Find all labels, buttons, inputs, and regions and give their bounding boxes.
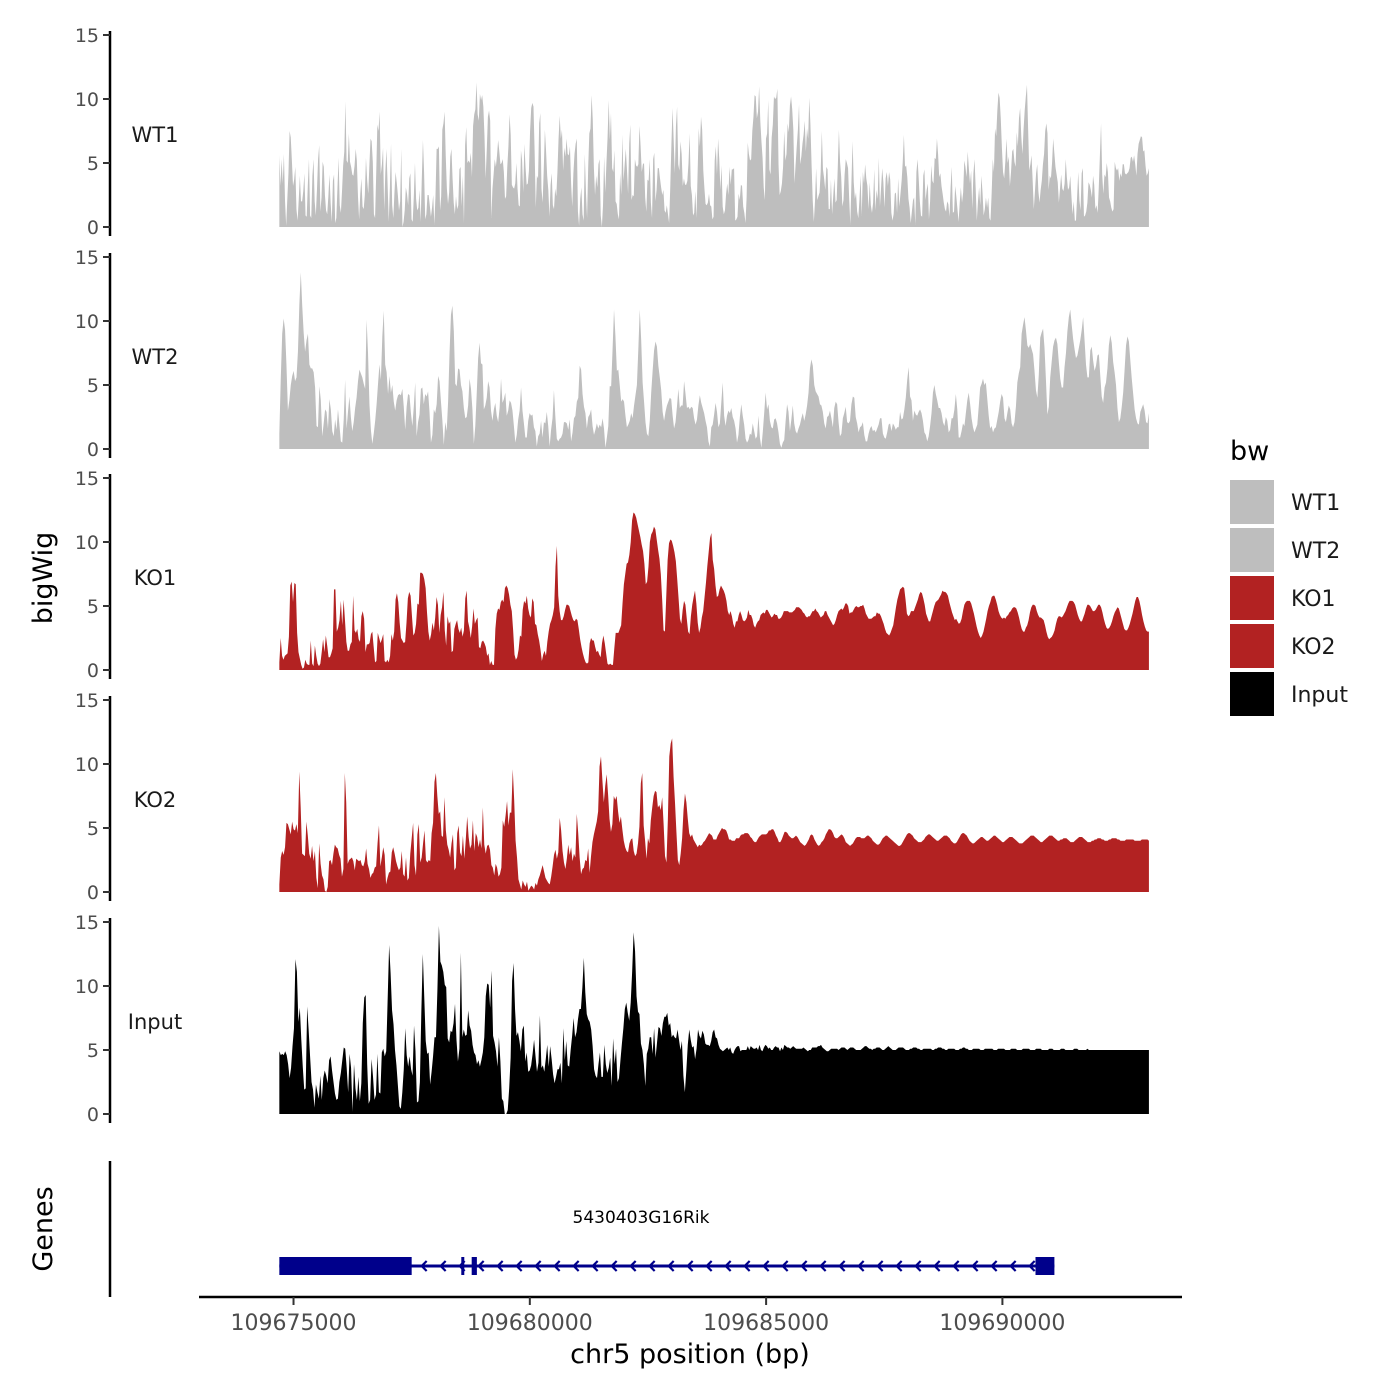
strand-arrow — [781, 1260, 789, 1272]
y-tick-label: 5 — [87, 153, 99, 175]
coverage-area-ko2 — [279, 738, 1149, 892]
y-tick-label: 10 — [75, 532, 99, 554]
strand-arrow — [743, 1260, 751, 1272]
strand-arrow — [838, 1260, 846, 1272]
strand-arrow — [629, 1260, 637, 1272]
strand-arrow — [572, 1260, 580, 1272]
legend-key-wt2 — [1230, 528, 1274, 572]
strand-arrow — [705, 1260, 713, 1272]
legend-label-ko2: KO2 — [1291, 635, 1336, 660]
y-tick-label: 0 — [87, 217, 99, 239]
y-tick-label: 0 — [87, 439, 99, 461]
y-tick-label: 5 — [87, 596, 99, 618]
strand-arrow — [819, 1260, 827, 1272]
track-input: 0 5 10 15 Input — [75, 912, 1149, 1126]
legend-key-wt1 — [1230, 480, 1274, 524]
strand-arrow — [800, 1260, 808, 1272]
legend-label-ko1: KO1 — [1291, 587, 1336, 612]
legend-label-input: Input — [1291, 683, 1348, 708]
legend-title: bw — [1230, 436, 1269, 467]
track-wt1: 0 5 10 15 WT1 — [75, 25, 1149, 239]
strand-arrow — [667, 1260, 675, 1272]
strand-arrow — [439, 1260, 447, 1272]
legend-label-wt2: WT2 — [1291, 539, 1340, 564]
gene-track: Genes 5430403G16Rik — [28, 1161, 1055, 1297]
strand-arrow — [762, 1260, 770, 1272]
strand-arrow — [648, 1260, 656, 1272]
strand-arrow — [971, 1260, 979, 1272]
coverage-area-wt1 — [279, 82, 1149, 227]
y-tick-label: 10 — [75, 976, 99, 998]
gene-exon — [279, 1257, 412, 1275]
y-tick-label: 5 — [87, 818, 99, 840]
strand-arrow — [1028, 1260, 1036, 1272]
y-tick-label: 0 — [87, 660, 99, 682]
x-axis-title: chr5 position (bp) — [570, 1339, 810, 1370]
y-tick-label: 5 — [87, 1040, 99, 1062]
strand-arrow — [724, 1260, 732, 1272]
gene-name-label: 5430403G16Rik — [573, 1208, 710, 1228]
track-label-ko2: KO2 — [134, 788, 177, 812]
x-axis: chr5 position (bp) 109675000 109680000 109… — [199, 1295, 1182, 1370]
strand-arrow — [933, 1260, 941, 1272]
track-label-ko1: KO1 — [134, 566, 177, 590]
strand-arrow — [496, 1260, 504, 1272]
gene-exon — [471, 1257, 477, 1275]
y-tick-label: 15 — [75, 247, 99, 269]
y-tick-label: 0 — [87, 1104, 99, 1126]
x-tick-label: 109685000 — [703, 1311, 829, 1336]
x-tick-label: 109675000 — [231, 1311, 357, 1336]
coverage-area-wt2 — [279, 272, 1149, 449]
strand-arrow — [876, 1260, 884, 1272]
strand-arrow — [420, 1260, 428, 1272]
strand-arrow — [591, 1260, 599, 1272]
x-tick-label: 109690000 — [939, 1311, 1065, 1336]
strand-arrow — [610, 1260, 618, 1272]
track-label-wt2: WT2 — [132, 345, 179, 369]
track-ko1: 0 5 10 15 KO1 — [75, 468, 1149, 682]
strand-arrow — [895, 1260, 903, 1272]
legend-label-wt1: WT1 — [1291, 491, 1340, 516]
y-tick-label: 15 — [75, 690, 99, 712]
legend-key-input — [1230, 672, 1274, 716]
strand-arrow — [686, 1260, 694, 1272]
strand-arrow — [914, 1260, 922, 1272]
track-label-wt1: WT1 — [132, 123, 179, 147]
strand-arrow — [990, 1260, 998, 1272]
y-tick-label: 10 — [75, 754, 99, 776]
y-tick-label: 5 — [87, 375, 99, 397]
strand-arrow — [534, 1260, 542, 1272]
legend-key-ko1 — [1230, 576, 1274, 620]
y-tick-label: 15 — [75, 468, 99, 490]
y-tick-label: 15 — [75, 25, 99, 47]
coverage-area-input — [279, 925, 1149, 1114]
y-tick-label: 10 — [75, 311, 99, 333]
strand-arrow — [1009, 1260, 1017, 1272]
y-tick-label: 10 — [75, 89, 99, 111]
track-ko2: 0 5 10 15 KO2 — [75, 690, 1149, 904]
track-wt2: 0 5 10 15 WT2 — [75, 247, 1149, 461]
x-tick-label: 109680000 — [467, 1311, 593, 1336]
coverage-tracks: 0 5 10 15 WT1 0 5 10 15 WT2 0 5 10 15 KO1 0 5 10 15 KO2 0 5 10… — [75, 25, 1149, 1126]
strand-arrow — [515, 1260, 523, 1272]
strand-arrow — [952, 1260, 960, 1272]
legend-key-ko2 — [1230, 624, 1274, 668]
strand-arrow — [553, 1260, 561, 1272]
y-tick-label: 15 — [75, 912, 99, 934]
coverage-area-ko1 — [279, 512, 1149, 670]
gene-exon — [1035, 1257, 1055, 1275]
genes-axis-title: Genes — [28, 1186, 59, 1271]
strand-arrow — [477, 1260, 485, 1272]
y-axis-title: bigWig — [28, 532, 59, 625]
strand-arrow — [857, 1260, 865, 1272]
track-label-input: Input — [128, 1010, 182, 1034]
y-tick-label: 0 — [87, 882, 99, 904]
legend: bw WT1 WT2 KO1 KO2 Input — [1230, 436, 1348, 716]
gene-exon — [461, 1257, 465, 1275]
